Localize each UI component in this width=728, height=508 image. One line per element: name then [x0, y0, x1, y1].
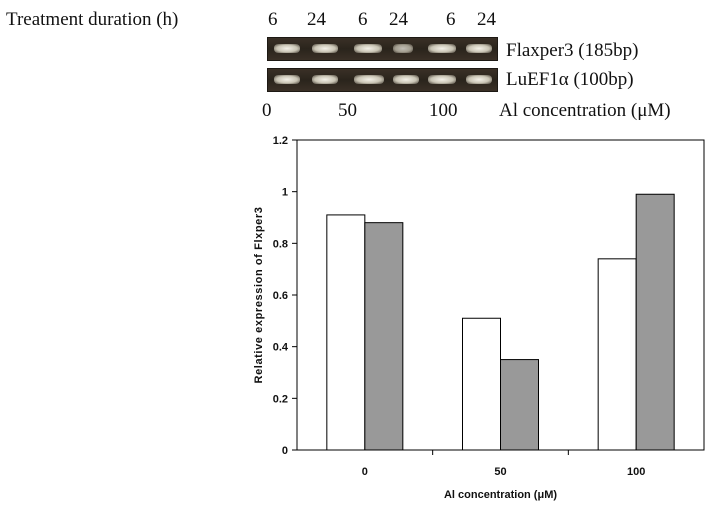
gel-band: [428, 44, 456, 53]
gel-band: [274, 75, 300, 84]
gel-band: [393, 75, 419, 84]
duration-label: 24: [477, 9, 496, 30]
bar: [326, 214, 366, 451]
gel-band: [354, 75, 384, 84]
duration-label: 6: [446, 9, 456, 30]
x-tick-label: 100: [627, 466, 645, 478]
x-tick-label: 0: [362, 466, 368, 478]
gel-band: [466, 44, 492, 53]
gel-concentration-axis-label: Al concentration (μM): [499, 100, 671, 121]
y-tick-label: 0.2: [273, 393, 288, 405]
y-tick-label: 0.6: [273, 290, 288, 302]
duration-label: 6: [268, 9, 278, 30]
x-tick-label: 50: [494, 466, 506, 478]
gel-concentration-label: 100: [429, 100, 458, 121]
y-tick-label: 0: [282, 445, 288, 457]
treatment-duration-label: Treatment duration (h): [6, 9, 179, 30]
gel-band: [466, 75, 492, 84]
y-axis-label: Relative expression of Flxper3: [253, 207, 265, 384]
gel-band: [428, 75, 456, 84]
gel-band: [312, 44, 338, 53]
y-tick-label: 1: [282, 187, 288, 199]
gel-band: [274, 44, 300, 53]
y-tick-label: 1.2: [273, 135, 288, 147]
gel-image-luef1a: [267, 68, 498, 92]
gel-concentration-label: 0: [262, 100, 272, 121]
gel-image-flaxper3: [267, 37, 498, 61]
bar: [597, 258, 637, 451]
y-tick-label: 0.8: [273, 238, 288, 250]
bar: [462, 317, 501, 451]
duration-label: 24: [307, 9, 326, 30]
gene-label-luef1a: LuEF1α (100bp): [506, 69, 634, 90]
bar: [635, 193, 675, 451]
x-axis-label: Al concentration (μM): [444, 489, 557, 501]
gel-band: [312, 75, 338, 84]
gene-label-flaxper3: Flaxper3 (185bp): [506, 40, 639, 61]
gel-band: [393, 44, 413, 53]
gel-band: [354, 44, 382, 53]
y-tick-label: 0.4: [273, 342, 289, 354]
duration-label: 24: [389, 9, 408, 30]
duration-label: 6: [358, 9, 368, 30]
bar: [500, 359, 539, 451]
gel-concentration-label: 50: [338, 100, 357, 121]
bar: [364, 222, 404, 451]
